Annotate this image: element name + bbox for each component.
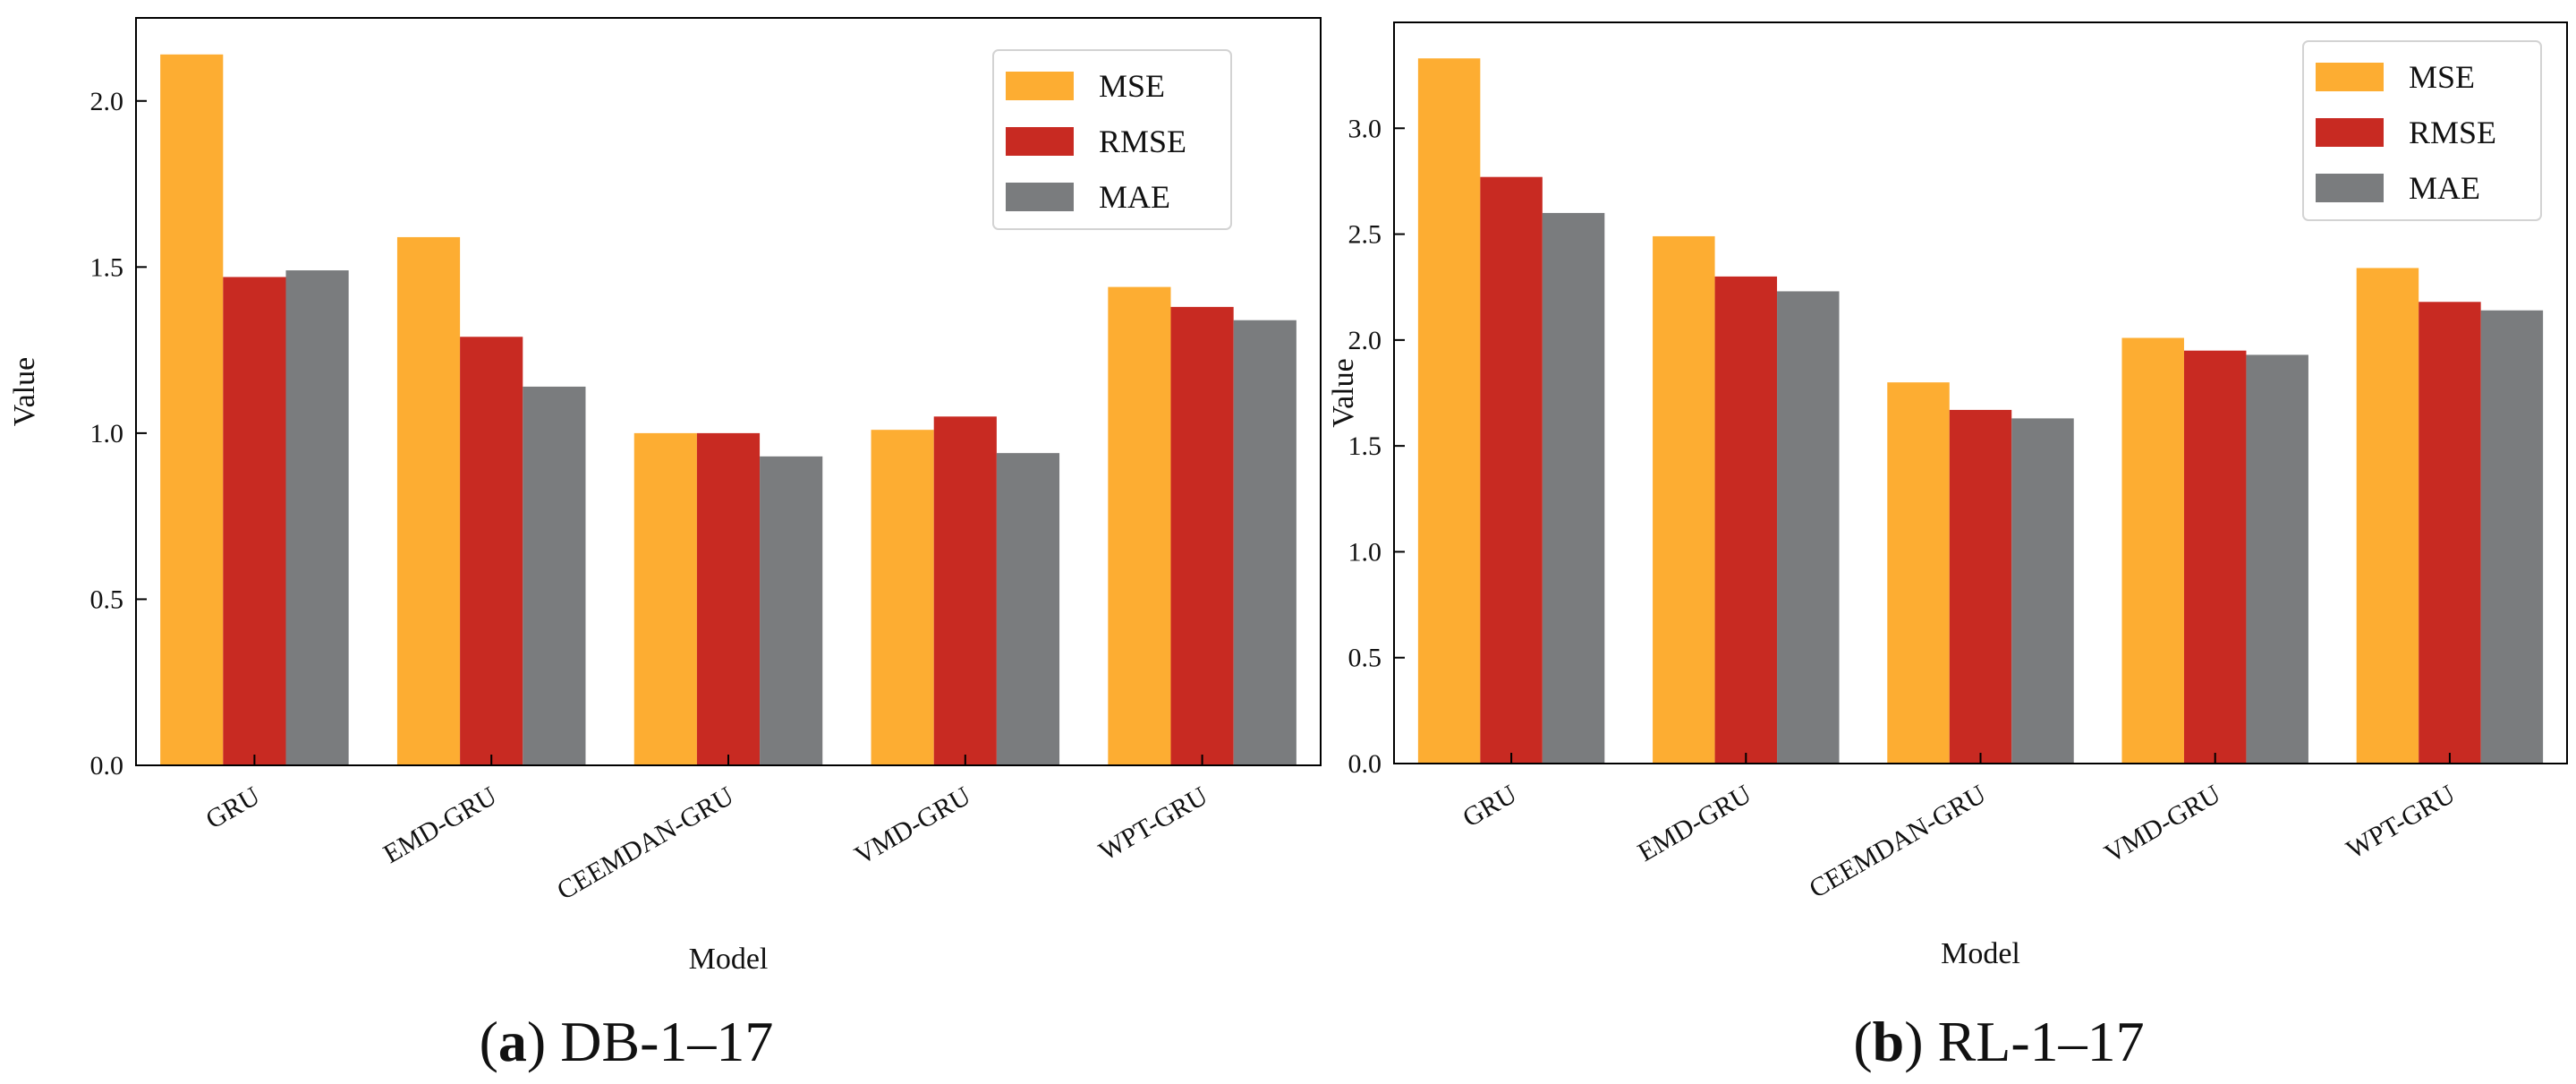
x-tick-label: CEEMDAN-GRU [1805,779,1992,904]
bar-rmse-vmd-gru [2183,350,2247,764]
bar-mae-emd-gru [1777,291,1840,764]
bar-mse-wpt-gru [2356,268,2419,764]
caption-text: ) RL-1–17 [1904,1010,2144,1073]
bar-rmse-emd-gru [460,337,523,765]
bar-mse-gru [1417,58,1481,764]
bar-mse-vmd-gru [871,430,934,765]
y-tick-label: 1.0 [90,419,124,448]
bar-rmse-gru [223,277,286,766]
x-tick-label: WPT-GRU [2342,779,2461,865]
bar-rmse-wpt-gru [2419,302,2481,764]
caption: (a) DB-1–17 [480,1010,774,1073]
bar-mse-ceemdan-gru [633,432,697,765]
legend-label-mse: MSE [2409,59,2475,95]
bar-mae-vmd-gru [996,453,1060,765]
x-tick-label: EMD-GRU [378,781,502,869]
y-tick-label: 1.5 [1348,431,1382,461]
bar-mse-vmd-gru [2121,337,2184,764]
legend-swatch-rmse [1006,127,1074,156]
legend-swatch-mae [1006,183,1074,211]
y-tick-label: 0.5 [90,585,124,614]
bar-rmse-ceemdan-gru [1949,409,2012,764]
bar-mse-wpt-gru [1108,286,1171,766]
caption: (b) RL-1–17 [1853,1010,2144,1073]
bar-mae-ceemdan-gru [2011,418,2074,764]
bar-rmse-wpt-gru [1170,306,1234,765]
y-axis-title: Value [1327,358,1360,427]
x-tick-label: VMD-GRU [2100,779,2226,868]
legend: MSE RMSE MAE [2302,40,2542,221]
caption-letter: a [498,1010,527,1073]
y-tick-label: 2.0 [1348,326,1382,355]
chart-panel-b: 0.0 0.5 1.0 1.5 2.0 2.5 3.0 GRU EMD-GRU CEEMDAN-G… [1327,21,2568,1073]
bar-mae-vmd-gru [2246,354,2308,764]
y-tick-label: 2.0 [90,87,124,116]
y-tick-label: 0.0 [1348,749,1382,779]
x-axis-title: Model [689,943,769,976]
legend-label-mse: MSE [1099,68,1165,104]
y-tick-label: 0.5 [1348,644,1382,673]
legend-swatch-rmse [2316,118,2384,147]
x-tick-label: EMD-GRU [1633,779,1756,867]
caption-paren-open: ( [1853,1010,1872,1073]
caption-text: ) DB-1–17 [527,1010,774,1073]
x-tick-label: WPT-GRU [1094,781,1213,866]
y-tick-label: 1.0 [1348,537,1382,567]
bar-rmse-gru [1480,176,1543,764]
y-axis-title: Value [8,357,41,426]
bar-mae-wpt-gru [2480,310,2544,764]
legend-label-rmse: RMSE [2409,115,2496,150]
bar-mae-gru [285,270,349,765]
x-axis-title: Model [1941,937,2020,970]
x-tick-label: VMD-GRU [850,781,976,870]
legend-label-mae: MAE [2409,170,2480,206]
legend-swatch-mse [2316,63,2384,91]
y-tick-label: 3.0 [1348,114,1382,143]
x-tick-label: GRU [201,781,266,834]
caption-letter: b [1873,1010,1905,1073]
y-tick-label: 2.5 [1348,220,1382,250]
legend-label-rmse: RMSE [1099,124,1186,159]
bar-mae-gru [1542,212,1605,764]
chart-panel-a: 0.0 0.5 1.0 1.5 2.0 GRU EMD-GRU CEEMDAN-GRU VMD-… [8,17,1322,1073]
legend-swatch-mse [1006,72,1074,100]
caption-paren-open: ( [480,1010,498,1073]
bar-mae-emd-gru [523,386,586,765]
bar-mse-emd-gru [396,236,461,765]
bar-mae-wpt-gru [1233,320,1297,765]
legend-swatch-mae [2316,174,2384,202]
legend: MSE RMSE MAE [992,49,1232,230]
bar-rmse-ceemdan-gru [696,432,761,765]
bar-mse-ceemdan-gru [1887,382,1950,764]
y-tick-label: 1.5 [90,252,124,282]
x-tick-label: GRU [1458,779,1522,832]
y-tick-label: 0.0 [90,751,124,781]
x-tick-label: CEEMDAN-GRU [552,781,739,906]
bar-mse-emd-gru [1653,235,1715,764]
bar-mse-gru [160,54,224,765]
legend-label-mae: MAE [1099,179,1170,215]
bar-mae-ceemdan-gru [760,456,823,765]
bar-rmse-vmd-gru [933,416,997,765]
bar-rmse-emd-gru [1714,276,1778,764]
